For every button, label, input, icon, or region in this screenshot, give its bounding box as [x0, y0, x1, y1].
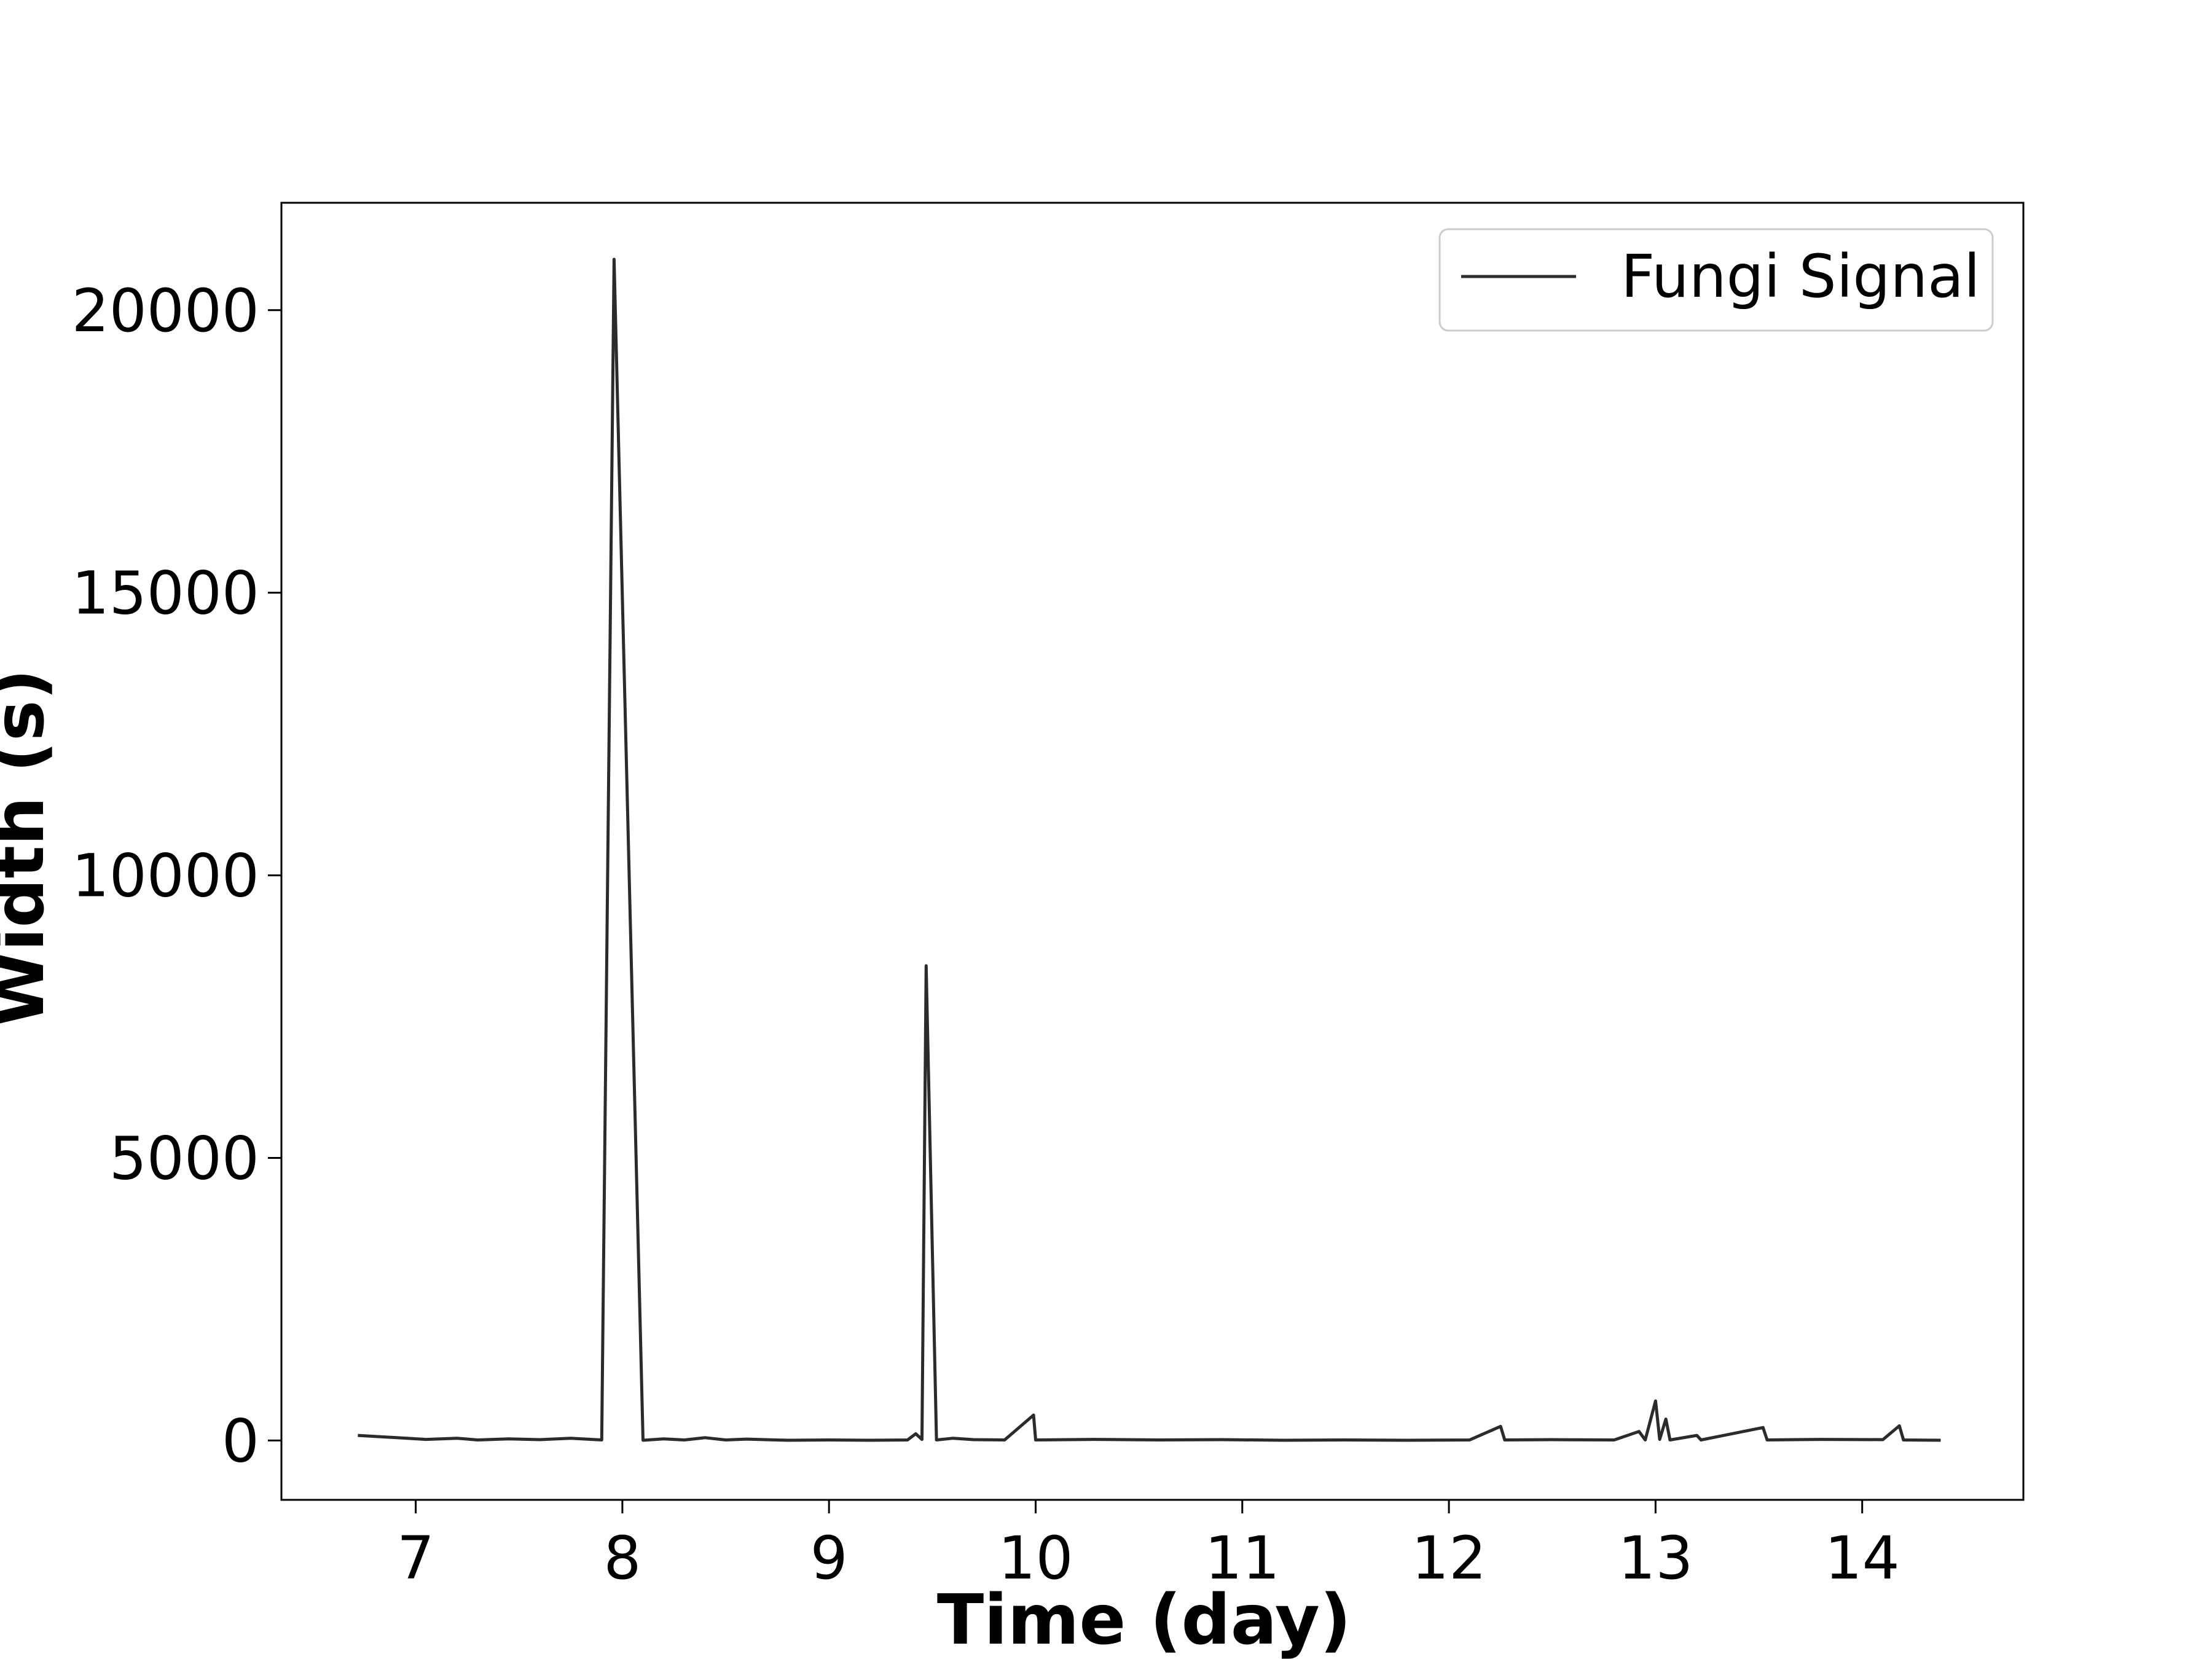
x-axis: 7 8 9 10 11 12 13 14 [397, 1500, 1900, 1593]
plot-area [280, 202, 2025, 1501]
legend-entry-fungi-signal: Fungi Signal [1621, 242, 1980, 311]
legend-frame [1438, 228, 1994, 332]
x-tick-label: 13 [1618, 1524, 1693, 1593]
x-axis-label: Time (day) [937, 1580, 1351, 1659]
y-tick-label: 10000 [72, 842, 259, 911]
y-tick-label: 15000 [72, 559, 259, 628]
legend: Fungi Signal [1438, 228, 1994, 332]
y-tick-label: 5000 [109, 1124, 259, 1193]
x-tick-label: 11 [1205, 1524, 1280, 1593]
x-tick-label: 8 [603, 1524, 641, 1593]
series-line-fungi-signal [358, 257, 1941, 1442]
y-axis: 0 5000 10000 15000 20000 [72, 276, 281, 1475]
x-tick-label: 9 [810, 1524, 848, 1593]
y-axis-label: Width (s) [0, 669, 60, 1027]
x-tick-label: 14 [1825, 1524, 1900, 1593]
y-tick-label: 0 [222, 1406, 259, 1475]
x-tick-label: 12 [1411, 1524, 1486, 1593]
y-tick-label: 20000 [72, 276, 259, 345]
x-tick-label: 7 [397, 1524, 434, 1593]
x-tick-label: 10 [998, 1524, 1073, 1593]
plot-frame [280, 202, 2025, 1501]
series-layer [358, 257, 1941, 1442]
